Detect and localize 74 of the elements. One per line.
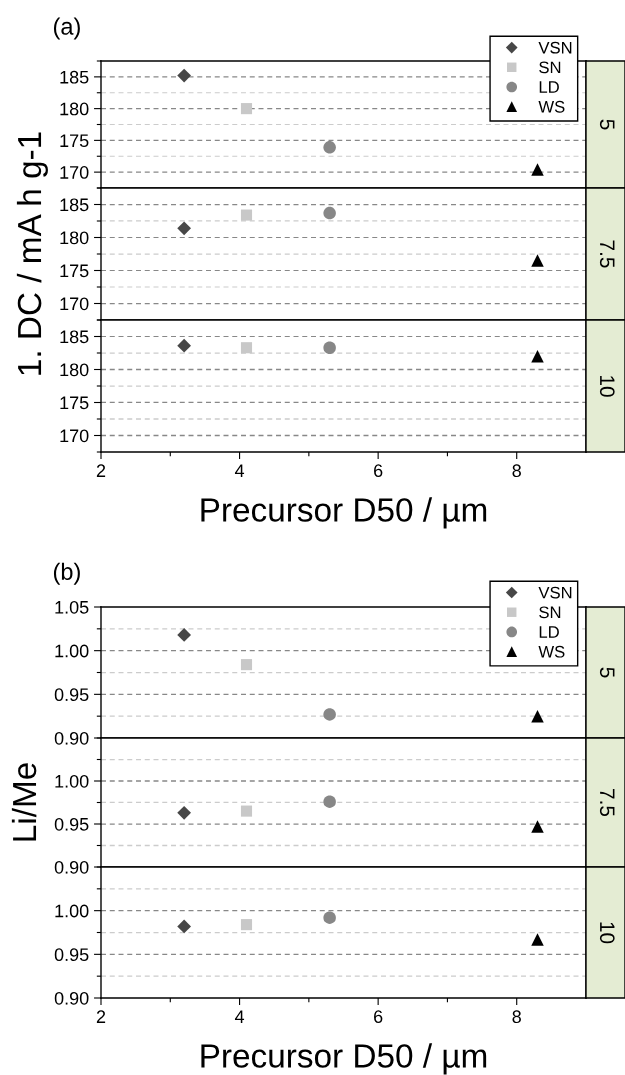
legend-label: LD xyxy=(539,81,559,93)
legend-label: SN xyxy=(539,606,561,619)
point xyxy=(240,659,253,671)
y-tick-label: 185 xyxy=(60,198,89,212)
text: 7.5 xyxy=(599,789,615,817)
point xyxy=(177,919,192,934)
y-axis-title: 1. DC / mA h g-1 xyxy=(16,132,48,375)
point xyxy=(240,919,253,931)
point xyxy=(531,350,544,363)
point xyxy=(177,221,192,236)
legend-label: SN xyxy=(539,61,561,74)
x-tick-label: 8 xyxy=(512,464,521,478)
legend-label: WS xyxy=(538,645,565,658)
y-tick-label: 175 xyxy=(60,264,89,278)
legend-label: LD xyxy=(539,626,559,638)
point xyxy=(323,141,336,154)
point xyxy=(323,911,336,924)
y-tick-label: 170 xyxy=(60,297,89,311)
y-tick-label: 175 xyxy=(60,134,89,148)
y-tick-label: 1.00 xyxy=(55,774,89,788)
y-tick-label: 170 xyxy=(60,429,89,443)
point xyxy=(240,209,253,221)
text: 10 xyxy=(599,376,615,397)
y-tick-label: 0.90 xyxy=(54,991,89,1005)
x-tick-label: 6 xyxy=(374,1010,383,1024)
y-tick-label: 0.90 xyxy=(54,860,89,874)
point xyxy=(531,709,544,723)
point xyxy=(323,206,336,220)
x-axis-title: Precursor D50 / µm xyxy=(201,497,487,529)
legend-label: VSN xyxy=(538,586,572,599)
point xyxy=(323,708,336,721)
text: 10 xyxy=(599,922,615,944)
point xyxy=(177,68,192,83)
y-tick-label: 185 xyxy=(60,70,89,84)
text: 7.5 xyxy=(599,240,615,268)
y-tick-label: 175 xyxy=(60,396,89,410)
y-tick-label: 0.95 xyxy=(54,688,89,702)
y-tick-label: 1.00 xyxy=(55,644,89,658)
y-tick-label: 1.00 xyxy=(55,904,89,918)
text: 5 xyxy=(599,119,615,130)
point xyxy=(323,341,336,354)
y-tick-label: 180 xyxy=(60,102,89,116)
x-tick-label: 4 xyxy=(234,464,245,477)
x-tick-label: 6 xyxy=(374,464,383,478)
point xyxy=(323,795,336,808)
y-tick-label: 0.90 xyxy=(54,731,89,745)
y-tick-label: 170 xyxy=(60,166,89,179)
x-axis-title: Precursor D50 / µm xyxy=(201,1043,487,1075)
y-tick-label: 180 xyxy=(60,231,89,245)
legend-label: WS xyxy=(538,100,565,113)
point xyxy=(531,254,544,267)
y-tick-label: 0.95 xyxy=(54,948,89,962)
y-axis-title: Li/Me xyxy=(11,763,37,841)
point xyxy=(177,628,192,642)
text: 5 xyxy=(599,667,615,678)
x-tick-label: 2 xyxy=(96,464,106,477)
y-tick-label: 180 xyxy=(60,363,89,377)
chart-title: (a) xyxy=(53,17,80,40)
legend-label: VSN xyxy=(538,41,572,54)
point xyxy=(240,805,253,817)
point xyxy=(177,338,192,353)
point xyxy=(531,820,544,833)
y-tick-label: 1.05 xyxy=(55,600,89,614)
point xyxy=(177,805,192,820)
x-tick-label: 2 xyxy=(96,1010,106,1023)
point xyxy=(531,933,544,946)
x-tick-label: 4 xyxy=(234,1010,245,1023)
x-tick-label: 8 xyxy=(512,1010,521,1024)
point xyxy=(240,342,253,354)
point xyxy=(240,103,253,115)
point xyxy=(531,163,544,176)
chart-title: (b) xyxy=(53,562,80,585)
y-tick-label: 185 xyxy=(60,330,89,344)
y-tick-label: 0.95 xyxy=(54,817,89,831)
